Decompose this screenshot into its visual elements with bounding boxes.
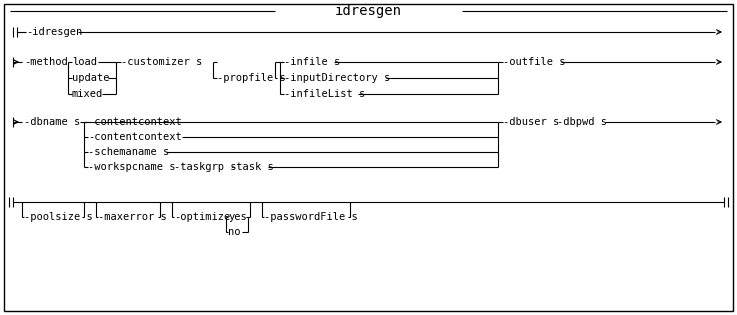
Text: -dbuser s: -dbuser s xyxy=(503,117,559,127)
Text: -schemaname s: -schemaname s xyxy=(88,147,170,157)
Text: -inputDirectory s: -inputDirectory s xyxy=(284,73,391,83)
Text: -dbname s: -dbname s xyxy=(24,117,80,127)
Text: -poolsize s: -poolsize s xyxy=(24,212,93,222)
Text: -passwordFile s: -passwordFile s xyxy=(264,212,357,222)
Text: -contentcontext: -contentcontext xyxy=(88,132,182,142)
Text: -optimize: -optimize xyxy=(174,212,230,222)
Text: -method: -method xyxy=(24,57,68,67)
Text: mixed: mixed xyxy=(72,89,103,99)
Text: -propfile s: -propfile s xyxy=(217,73,286,83)
Text: -dbpwd s: -dbpwd s xyxy=(557,117,607,127)
Text: update: update xyxy=(72,73,110,83)
Text: -task s: -task s xyxy=(230,162,273,172)
Text: yes: yes xyxy=(228,212,247,222)
Text: -idresgen: -idresgen xyxy=(26,27,83,37)
Text: -maxerror s: -maxerror s xyxy=(98,212,167,222)
Text: -customizer s: -customizer s xyxy=(121,57,202,67)
Text: -taskgrp s: -taskgrp s xyxy=(174,162,237,172)
Text: -infileList s: -infileList s xyxy=(284,89,366,99)
Text: -outfile s: -outfile s xyxy=(503,57,565,67)
Text: -infile s: -infile s xyxy=(284,57,340,67)
Text: load: load xyxy=(72,57,97,67)
Text: -contentcontext: -contentcontext xyxy=(88,117,182,127)
Text: idresgen: idresgen xyxy=(335,4,402,18)
Text: no: no xyxy=(228,227,240,237)
Text: -workspcname s: -workspcname s xyxy=(88,162,175,172)
